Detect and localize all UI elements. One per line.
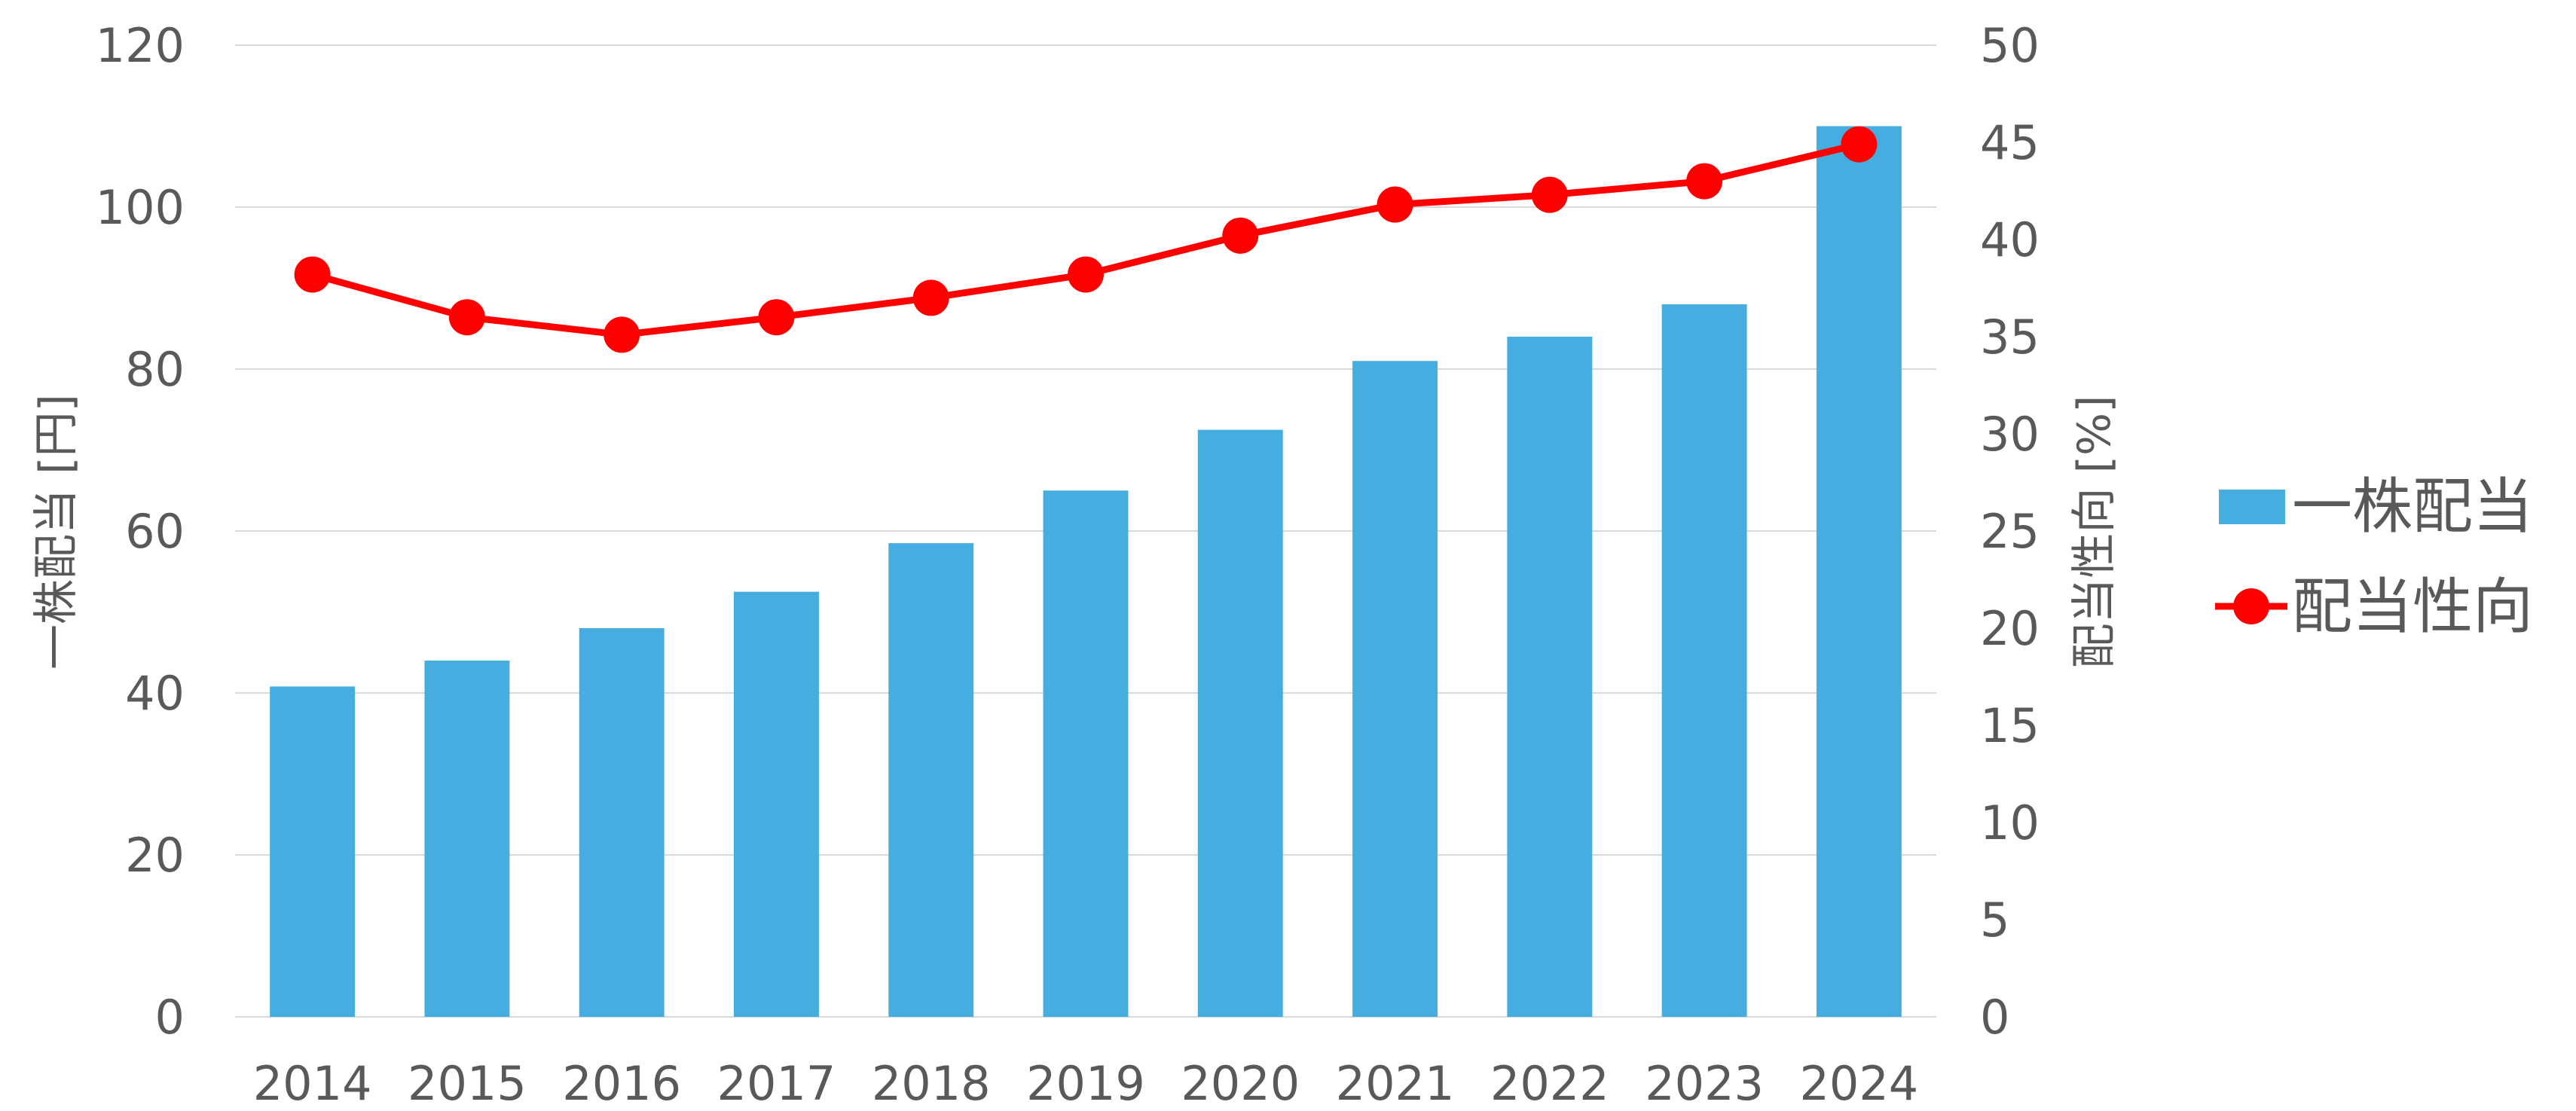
right-y-tick-label: 45 bbox=[1980, 115, 2040, 170]
right-y-tick-label: 30 bbox=[1980, 407, 2040, 462]
right-y-tick-label: 0 bbox=[1980, 990, 2009, 1045]
point-payout-ratio-2017 bbox=[758, 299, 795, 336]
point-payout-ratio-2020 bbox=[1222, 217, 1259, 254]
x-tick-label: 2019 bbox=[1026, 1056, 1145, 1111]
right-y-tick-label: 35 bbox=[1980, 310, 2040, 365]
x-tick-label: 2014 bbox=[253, 1056, 372, 1111]
right-y-tick-label: 50 bbox=[1980, 18, 2040, 73]
right-y-tick-label: 10 bbox=[1980, 795, 2040, 850]
legend-label-dividend-per-share: 一株配当 bbox=[2292, 472, 2533, 542]
point-payout-ratio-2022 bbox=[1531, 176, 1568, 213]
bar-dividend-2024 bbox=[1816, 126, 1902, 1017]
x-tick-label: 2020 bbox=[1181, 1056, 1300, 1111]
left-y-tick-label: 60 bbox=[125, 504, 185, 559]
legend-marker-payout-ratio bbox=[2233, 588, 2269, 624]
legend: 一株配当 配当性向 bbox=[2215, 472, 2533, 642]
x-tick-label: 2016 bbox=[562, 1056, 681, 1111]
left-y-tick-label: 100 bbox=[96, 180, 185, 235]
bar-dividend-2020 bbox=[1197, 429, 1283, 1017]
left-y-tick-label: 80 bbox=[125, 342, 185, 397]
point-payout-ratio-2024 bbox=[1841, 126, 1878, 163]
bar-dividend-2023 bbox=[1661, 304, 1747, 1017]
point-payout-ratio-2014 bbox=[294, 256, 331, 293]
left-y-tick-label: 20 bbox=[125, 828, 185, 883]
right-axis-title: 配当性向 [%] bbox=[2068, 395, 2121, 669]
bar-dividend-2015 bbox=[424, 661, 510, 1017]
right-y-tick-label: 25 bbox=[1980, 504, 2040, 559]
left-y-tick-label: 0 bbox=[155, 990, 185, 1045]
legend-label-payout-ratio: 配当性向 bbox=[2292, 572, 2533, 642]
x-tick-label: 2015 bbox=[408, 1056, 527, 1111]
legend-swatch-dividend-per-share bbox=[2219, 490, 2285, 524]
bar-dividend-2017 bbox=[734, 591, 819, 1017]
x-tick-label: 2023 bbox=[1645, 1056, 1764, 1111]
right-y-tick-label: 40 bbox=[1980, 212, 2040, 267]
point-payout-ratio-2023 bbox=[1686, 163, 1723, 200]
bar-dividend-2019 bbox=[1043, 490, 1129, 1017]
left-y-tick-label: 40 bbox=[125, 666, 185, 721]
bar-dividend-2022 bbox=[1507, 337, 1593, 1017]
point-payout-ratio-2018 bbox=[912, 279, 949, 316]
bar-dividend-2016 bbox=[579, 628, 665, 1017]
point-payout-ratio-2021 bbox=[1377, 186, 1413, 223]
x-tick-label: 2017 bbox=[717, 1056, 836, 1111]
point-payout-ratio-2019 bbox=[1068, 256, 1104, 293]
point-payout-ratio-2015 bbox=[448, 299, 485, 336]
right-y-tick-label: 15 bbox=[1980, 698, 2040, 753]
left-y-tick-label: 120 bbox=[96, 18, 185, 73]
bar-dividend-2018 bbox=[888, 543, 974, 1017]
left-axis-title: 一株配当 [円] bbox=[30, 394, 83, 670]
x-tick-label: 2024 bbox=[1799, 1056, 1918, 1111]
right-y-tick-label: 5 bbox=[1980, 893, 2009, 948]
x-tick-label: 2021 bbox=[1336, 1056, 1455, 1111]
x-tick-label: 2022 bbox=[1490, 1056, 1609, 1111]
right-y-tick-label: 20 bbox=[1980, 601, 2040, 656]
bar-dividend-2021 bbox=[1352, 361, 1438, 1017]
payout-ratio-line bbox=[311, 141, 1860, 338]
x-tick-label: 2018 bbox=[872, 1056, 991, 1111]
point-payout-ratio-2016 bbox=[604, 316, 640, 353]
bar-dividend-2014 bbox=[270, 686, 356, 1017]
